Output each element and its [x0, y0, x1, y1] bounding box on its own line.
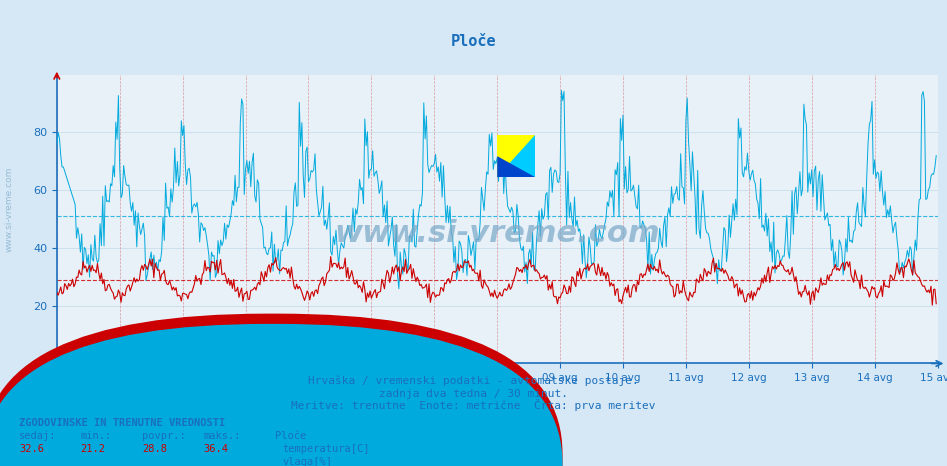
- Text: 36.4: 36.4: [204, 444, 228, 454]
- Text: Meritve: trenutne  Enote: metrične  Črta: prva meritev: Meritve: trenutne Enote: metrične Črta: …: [292, 399, 655, 411]
- Text: 28.8: 28.8: [142, 444, 167, 454]
- Polygon shape: [497, 135, 535, 177]
- Text: maks.:: maks.:: [204, 432, 241, 441]
- Text: povpr.:: povpr.:: [142, 432, 186, 441]
- Text: Ploče: Ploče: [451, 34, 496, 49]
- Text: sedaj:: sedaj:: [19, 432, 57, 441]
- Text: 24: 24: [80, 457, 93, 466]
- Text: 52: 52: [19, 457, 31, 466]
- Text: ZGODOVINSKE IN TRENUTNE VREDNOSTI: ZGODOVINSKE IN TRENUTNE VREDNOSTI: [19, 418, 225, 428]
- Text: min.:: min.:: [80, 432, 112, 441]
- Text: 51: 51: [142, 457, 154, 466]
- Text: www.si-vreme.com: www.si-vreme.com: [334, 219, 660, 248]
- Text: temperatura[C]: temperatura[C]: [282, 444, 369, 454]
- Polygon shape: [497, 156, 535, 177]
- Text: 90: 90: [204, 457, 216, 466]
- Text: zadnja dva tedna / 30 minut.: zadnja dva tedna / 30 minut.: [379, 389, 568, 399]
- Text: vlaga[%]: vlaga[%]: [282, 457, 332, 466]
- Text: 21.2: 21.2: [80, 444, 105, 454]
- Text: www.si-vreme.com: www.si-vreme.com: [5, 167, 14, 253]
- Text: Hrvaška / vremenski podatki - avtomatske postaje.: Hrvaška / vremenski podatki - avtomatske…: [308, 376, 639, 386]
- Text: Ploče: Ploče: [275, 432, 306, 441]
- Text: 32.6: 32.6: [19, 444, 44, 454]
